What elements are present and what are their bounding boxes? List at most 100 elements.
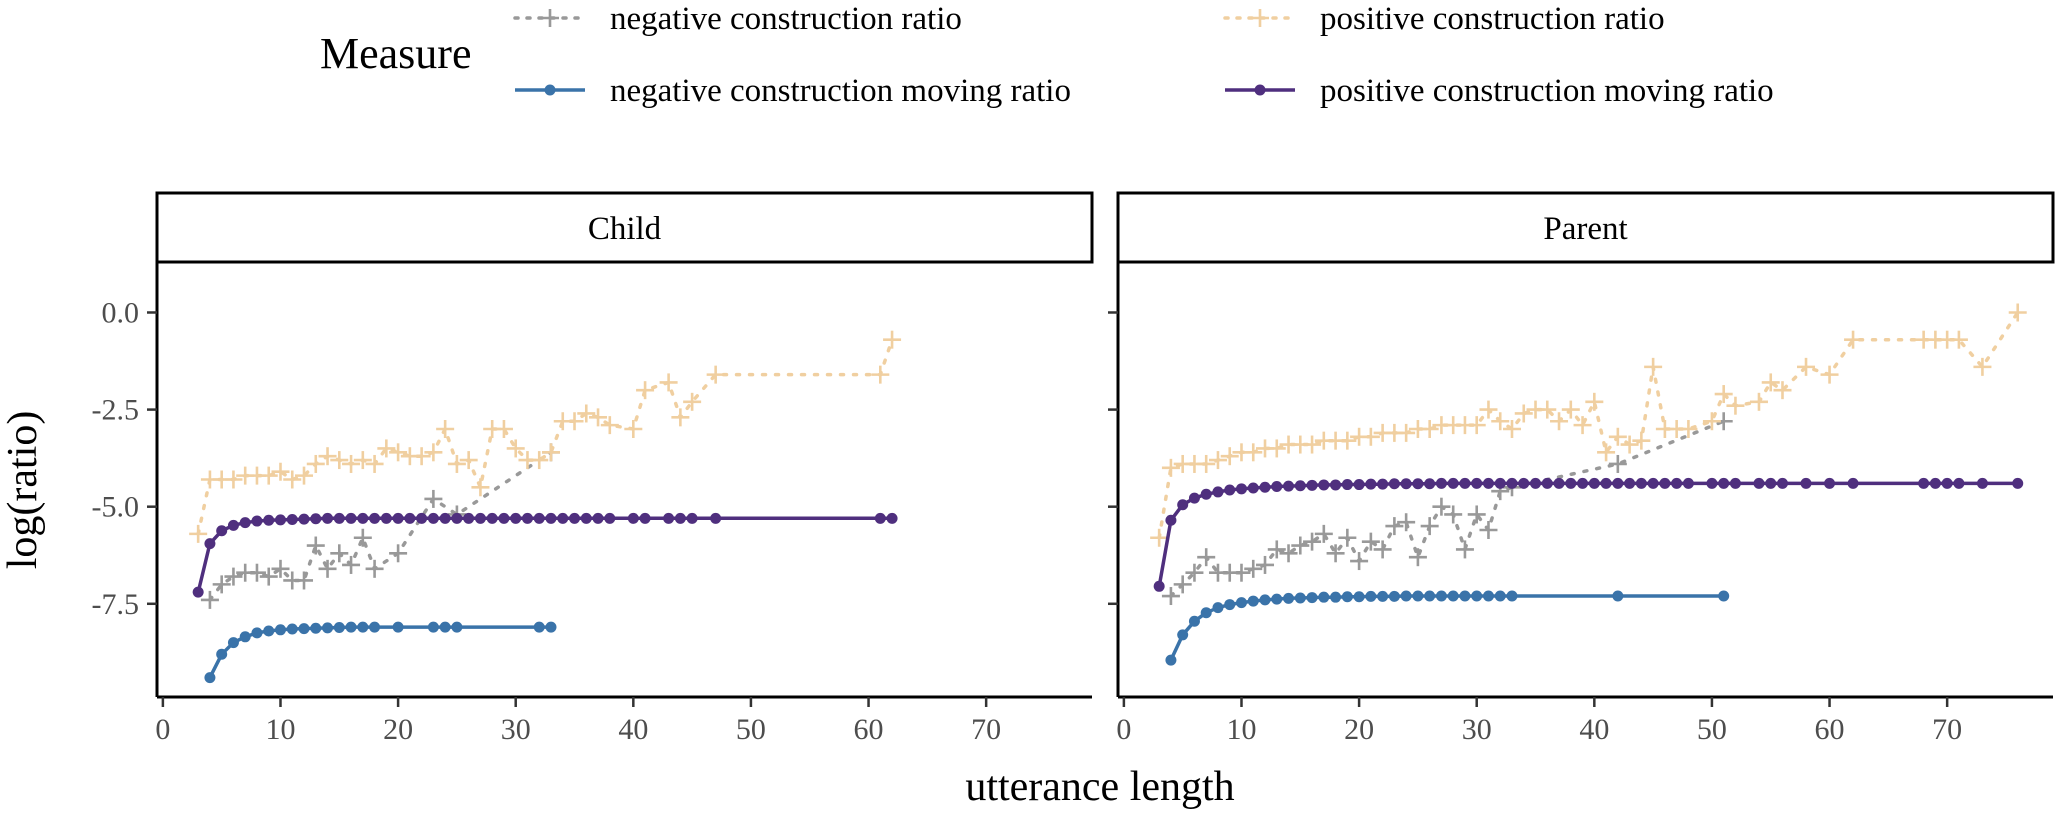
data-point: [1479, 400, 1498, 419]
data-point: [1776, 477, 1788, 489]
data-point: [1597, 443, 1616, 462]
data-point: [295, 571, 314, 590]
data-point: [274, 514, 286, 526]
panel-parent: Parent 0 10 20 30 40 50 60 70: [1108, 191, 2055, 746]
data-point: [1188, 615, 1200, 627]
data-point: [1424, 590, 1436, 602]
data-point: [389, 544, 408, 563]
data-point: [365, 454, 384, 473]
data-point: [1432, 497, 1451, 516]
data-point: [1847, 477, 1859, 489]
data-point: [259, 466, 278, 485]
data-point: [474, 512, 486, 524]
x-tick-label: 60: [1815, 713, 1845, 746]
data-point: [1150, 528, 1169, 547]
data-point: [353, 451, 372, 470]
data-point: [1365, 478, 1377, 490]
data-point: [530, 451, 549, 470]
data-point: [1435, 477, 1447, 489]
strip-label: Child: [588, 211, 662, 247]
data-point: [1220, 447, 1239, 466]
data-point: [1506, 477, 1518, 489]
x-axis-title: utterance length: [965, 764, 1234, 810]
data-point: [1824, 477, 1836, 489]
data-point: [1385, 517, 1404, 536]
data-point: [333, 621, 345, 633]
series-line: [1169, 419, 1726, 598]
data-point: [1341, 479, 1353, 491]
data-point: [1444, 505, 1463, 524]
data-point: [1573, 416, 1592, 435]
data-point: [310, 513, 322, 525]
data-point: [1976, 477, 1988, 489]
data-point: [533, 621, 545, 633]
data-point: [1330, 479, 1342, 491]
data-point: [1459, 590, 1471, 602]
series-positive-construction-moving-ratio: [192, 512, 898, 598]
data-point: [545, 621, 557, 633]
y-axis-title: log(ratio): [0, 411, 46, 570]
y-tick-label: -5.0: [92, 491, 140, 524]
data-point: [1494, 477, 1506, 489]
data-point: [342, 454, 361, 473]
data-point: [1577, 477, 1589, 489]
data-point: [1800, 477, 1812, 489]
data-point: [565, 412, 584, 431]
data-point: [1161, 458, 1180, 477]
x-tick-label: 50: [1697, 713, 1727, 746]
legend-key-dot: [544, 84, 556, 96]
data-point: [1267, 540, 1286, 559]
legend-key-cross: [1251, 9, 1269, 27]
data-point: [1467, 505, 1486, 524]
data-point: [541, 443, 560, 462]
data-point: [600, 416, 619, 435]
data-point: [1482, 590, 1494, 602]
data-point: [2008, 303, 2027, 322]
data-point: [1541, 477, 1553, 489]
data-point: [298, 623, 310, 635]
data-point: [2012, 477, 2024, 489]
data-point: [342, 555, 361, 574]
data-point: [1624, 477, 1636, 489]
data-point: [1538, 400, 1557, 419]
data-point: [1388, 590, 1400, 602]
data-point: [389, 443, 408, 462]
data-point: [1518, 477, 1530, 489]
data-point: [1718, 477, 1730, 489]
data-point: [192, 586, 204, 598]
data-point: [1491, 412, 1510, 431]
data-point: [1291, 536, 1310, 555]
data-point: [471, 478, 490, 497]
data-point: [451, 621, 463, 633]
data-point: [1165, 514, 1177, 526]
data-point: [1212, 602, 1224, 614]
data-point: [545, 512, 557, 524]
legend-label: negative construction moving ratio: [610, 73, 1071, 109]
data-point: [212, 575, 231, 594]
data-point: [1244, 443, 1263, 462]
data-point: [1235, 597, 1247, 609]
data-point: [577, 404, 596, 423]
data-point: [1153, 580, 1165, 592]
data-point: [1294, 480, 1306, 492]
data-point: [1420, 517, 1439, 536]
data-point: [216, 525, 228, 537]
data-point: [412, 447, 431, 466]
data-point: [706, 365, 725, 384]
data-point: [494, 420, 513, 439]
data-point: [1318, 479, 1330, 491]
data-point: [1459, 477, 1471, 489]
data-point: [1397, 513, 1416, 532]
data-point: [1303, 435, 1322, 454]
data-point: [318, 559, 337, 578]
data-point: [1177, 499, 1189, 511]
strip-box: [155, 191, 1094, 264]
data-point: [1447, 477, 1459, 489]
legend: Measure negative construction ratio posit…: [320, 1, 1774, 109]
series-positive-construction-ratio: [1150, 303, 2027, 547]
data-point: [1353, 479, 1365, 491]
data-point: [1550, 412, 1569, 431]
data-point: [1620, 435, 1639, 454]
